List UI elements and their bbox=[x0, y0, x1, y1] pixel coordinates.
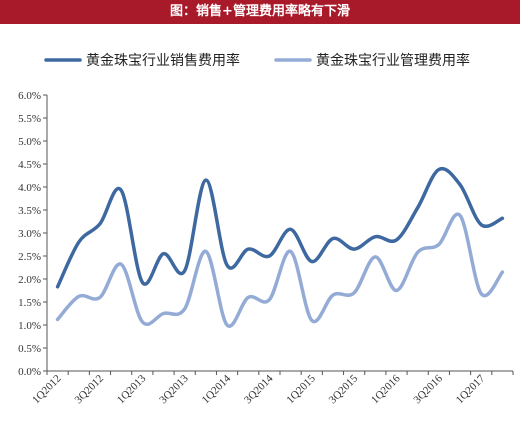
y-tick-label: 3.5% bbox=[18, 205, 41, 217]
x-tick-label: 1Q2014 bbox=[200, 372, 234, 406]
x-tick-label: 3Q2016 bbox=[411, 372, 445, 406]
legend-label: 黄金珠宝行业销售费用率 bbox=[86, 52, 240, 69]
y-tick-label: 3.0% bbox=[18, 228, 41, 240]
x-tick-label: 3Q2014 bbox=[242, 372, 276, 406]
y-tick-label: 6.0% bbox=[18, 90, 41, 102]
axes: 0.0% 0.5% 1.0% 1.5% 2.0% 2.5% 3.0% 3.5% 4.0% 4.5%… bbox=[18, 90, 514, 407]
y-tick-label: 1.0% bbox=[18, 320, 41, 332]
legend: 黄金珠宝行业销售费用率 黄金珠宝行业管理费用率 bbox=[44, 52, 470, 69]
y-tick-label: 4.0% bbox=[18, 182, 41, 194]
x-tick-label: 1Q2013 bbox=[115, 372, 149, 406]
sales-expense-ratio-line bbox=[55, 166, 505, 289]
y-tick-label: 2.5% bbox=[18, 251, 41, 263]
y-tick-label: 0.0% bbox=[18, 366, 41, 378]
y-tick-label: 2.0% bbox=[18, 274, 41, 286]
series-lines bbox=[55, 166, 505, 328]
y-tick-label: 4.5% bbox=[18, 159, 41, 171]
x-tick-label: 3Q2013 bbox=[157, 372, 191, 406]
y-tick-label: 5.5% bbox=[18, 113, 41, 125]
figure-title: 图：销售+管理费用率略有下滑 bbox=[0, 0, 520, 24]
x-tick-label: 1Q2017 bbox=[454, 372, 488, 406]
x-tick-label: 1Q2016 bbox=[369, 372, 403, 406]
admin-expense-ratio-line bbox=[55, 212, 505, 328]
x-tick-label: 3Q2015 bbox=[327, 372, 361, 406]
y-tick-label: 0.5% bbox=[18, 343, 41, 355]
y-tick-label: 5.0% bbox=[18, 136, 41, 148]
line-chart: 黄金珠宝行业销售费用率 黄金珠宝行业管理费用率 0.0% 0.5% 1.0% 1.5% 2… bbox=[18, 52, 514, 407]
x-tick-label: 3Q2012 bbox=[73, 373, 107, 407]
y-tick-label: 1.5% bbox=[18, 297, 41, 309]
x-tick-label: 1Q2015 bbox=[284, 372, 318, 406]
legend-label: 黄金珠宝行业管理费用率 bbox=[316, 52, 470, 69]
